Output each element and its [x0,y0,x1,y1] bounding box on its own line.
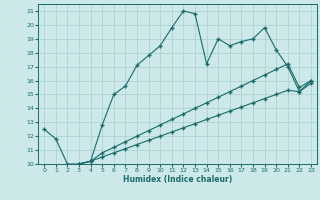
X-axis label: Humidex (Indice chaleur): Humidex (Indice chaleur) [123,175,232,184]
